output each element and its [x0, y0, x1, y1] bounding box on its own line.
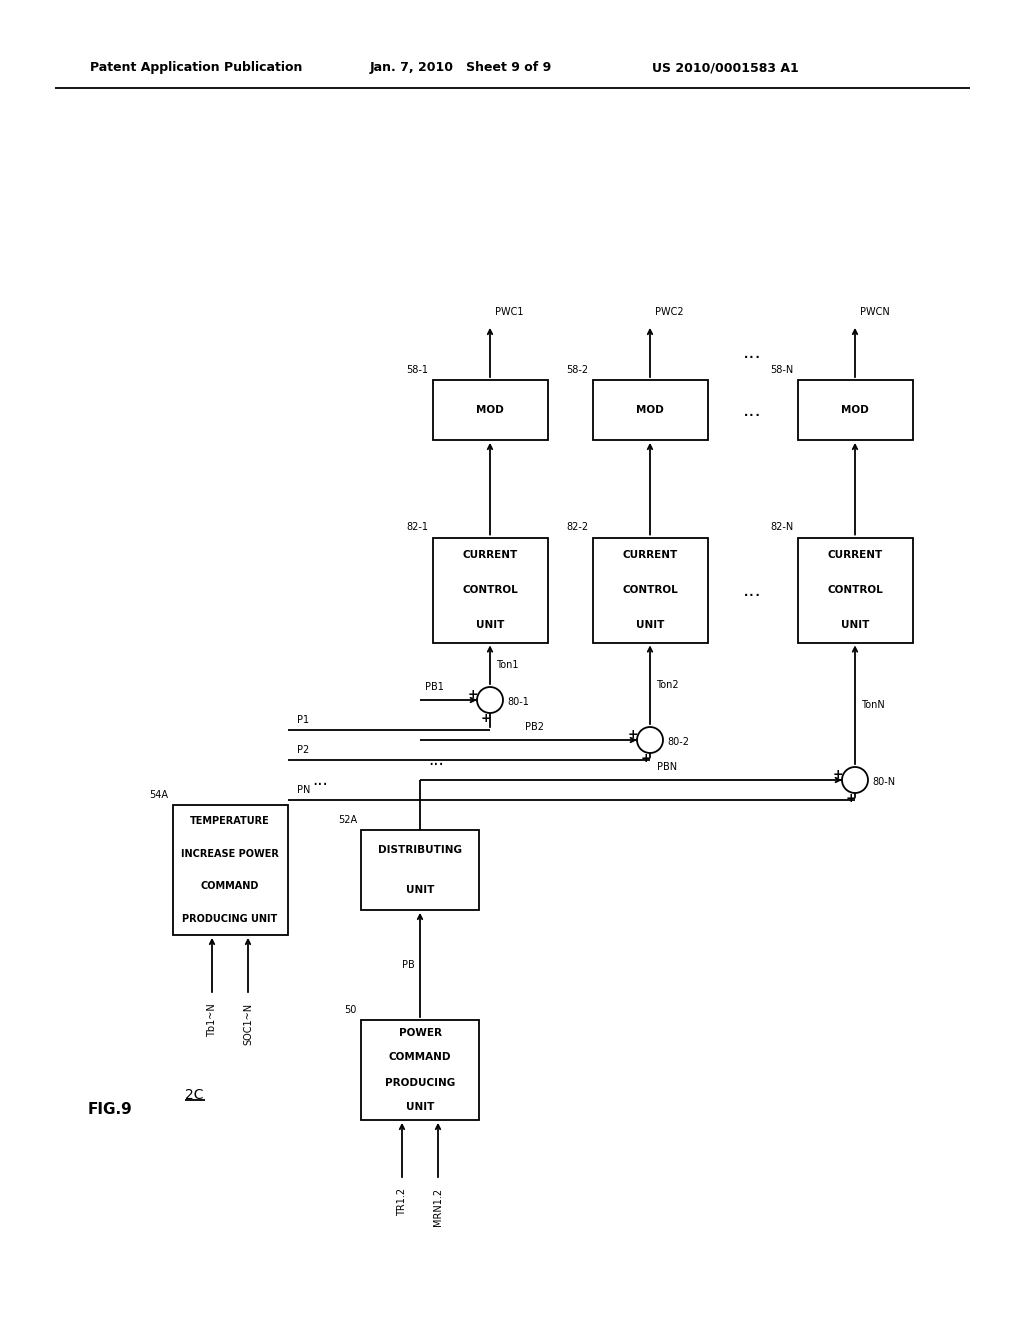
Text: ...: ...: [743, 343, 762, 362]
Text: COMMAND: COMMAND: [389, 1052, 452, 1063]
Text: Ton1: Ton1: [496, 660, 518, 669]
Text: UNIT: UNIT: [636, 620, 665, 630]
Text: UNIT: UNIT: [406, 884, 434, 895]
Text: PWC1: PWC1: [495, 308, 523, 317]
Text: MOD: MOD: [841, 405, 869, 414]
Bar: [593, 537, 708, 643]
Text: UNIT: UNIT: [406, 1102, 434, 1113]
Text: +: +: [468, 688, 478, 701]
Text: 58-1: 58-1: [407, 366, 428, 375]
Text: Jan. 7, 2010   Sheet 9 of 9: Jan. 7, 2010 Sheet 9 of 9: [370, 62, 552, 74]
Text: PB1: PB1: [425, 682, 443, 692]
Text: +: +: [480, 713, 492, 726]
Text: MOD: MOD: [636, 405, 664, 414]
Text: COMMAND: COMMAND: [201, 882, 259, 891]
Text: 80-N: 80-N: [872, 777, 895, 787]
Text: 82-1: 82-1: [407, 523, 428, 532]
Text: CONTROL: CONTROL: [462, 585, 518, 595]
Text: MRN1.2: MRN1.2: [433, 1188, 443, 1226]
Text: 80-2: 80-2: [667, 737, 689, 747]
Circle shape: [842, 767, 868, 793]
Text: TR1.2: TR1.2: [397, 1188, 407, 1216]
Text: 2C: 2C: [185, 1088, 204, 1102]
Text: CONTROL: CONTROL: [827, 585, 883, 595]
Bar: [798, 380, 912, 440]
Text: PRODUCING: PRODUCING: [385, 1077, 455, 1088]
Bar: [172, 805, 288, 935]
Text: Ton2: Ton2: [656, 680, 679, 690]
Bar: [432, 380, 548, 440]
Circle shape: [637, 727, 663, 752]
Text: FIG.9: FIG.9: [88, 1102, 133, 1118]
Text: PB2: PB2: [525, 722, 545, 733]
Text: P2: P2: [298, 744, 309, 755]
Text: PWCN: PWCN: [860, 308, 890, 317]
Bar: [432, 537, 548, 643]
Bar: [593, 380, 708, 440]
Text: P1: P1: [298, 715, 309, 725]
Text: Tb1~N: Tb1~N: [207, 1003, 217, 1036]
Text: UNIT: UNIT: [841, 620, 869, 630]
Text: PWC2: PWC2: [655, 308, 684, 317]
Text: PRODUCING UNIT: PRODUCING UNIT: [182, 913, 278, 924]
Text: 80-1: 80-1: [507, 697, 528, 708]
Text: +: +: [628, 727, 638, 741]
Text: +: +: [641, 752, 651, 766]
Text: CURRENT: CURRENT: [623, 550, 678, 560]
Text: CURRENT: CURRENT: [463, 550, 517, 560]
Bar: [361, 1020, 479, 1119]
Text: INCREASE POWER: INCREASE POWER: [181, 849, 279, 859]
Text: +: +: [846, 792, 856, 805]
Text: DISTRIBUTING: DISTRIBUTING: [378, 845, 462, 855]
Text: TonN: TonN: [861, 700, 885, 710]
Text: TEMPERATURE: TEMPERATURE: [190, 816, 270, 826]
Text: 54A: 54A: [150, 789, 169, 800]
Text: PB: PB: [402, 960, 415, 970]
Bar: [798, 537, 912, 643]
Text: 58-2: 58-2: [566, 366, 589, 375]
Text: 52A: 52A: [338, 814, 357, 825]
Text: 50: 50: [345, 1005, 357, 1015]
Text: ...: ...: [312, 771, 329, 789]
Text: 58-N: 58-N: [770, 366, 794, 375]
Text: UNIT: UNIT: [476, 620, 504, 630]
Text: ...: ...: [743, 400, 762, 420]
Text: MOD: MOD: [476, 405, 504, 414]
Text: ...: ...: [428, 751, 443, 770]
Text: POWER: POWER: [398, 1027, 441, 1038]
Circle shape: [477, 686, 503, 713]
Text: Patent Application Publication: Patent Application Publication: [90, 62, 302, 74]
Text: ...: ...: [743, 581, 762, 599]
Text: CONTROL: CONTROL: [623, 585, 678, 595]
Text: 82-2: 82-2: [566, 523, 589, 532]
Bar: [361, 830, 479, 909]
Text: +: +: [833, 767, 844, 780]
Text: PN: PN: [298, 785, 311, 795]
Text: SOC1~N: SOC1~N: [243, 1003, 253, 1045]
Text: CURRENT: CURRENT: [827, 550, 883, 560]
Text: 82-N: 82-N: [770, 523, 794, 532]
Text: US 2010/0001583 A1: US 2010/0001583 A1: [652, 62, 799, 74]
Text: PBN: PBN: [657, 762, 678, 772]
